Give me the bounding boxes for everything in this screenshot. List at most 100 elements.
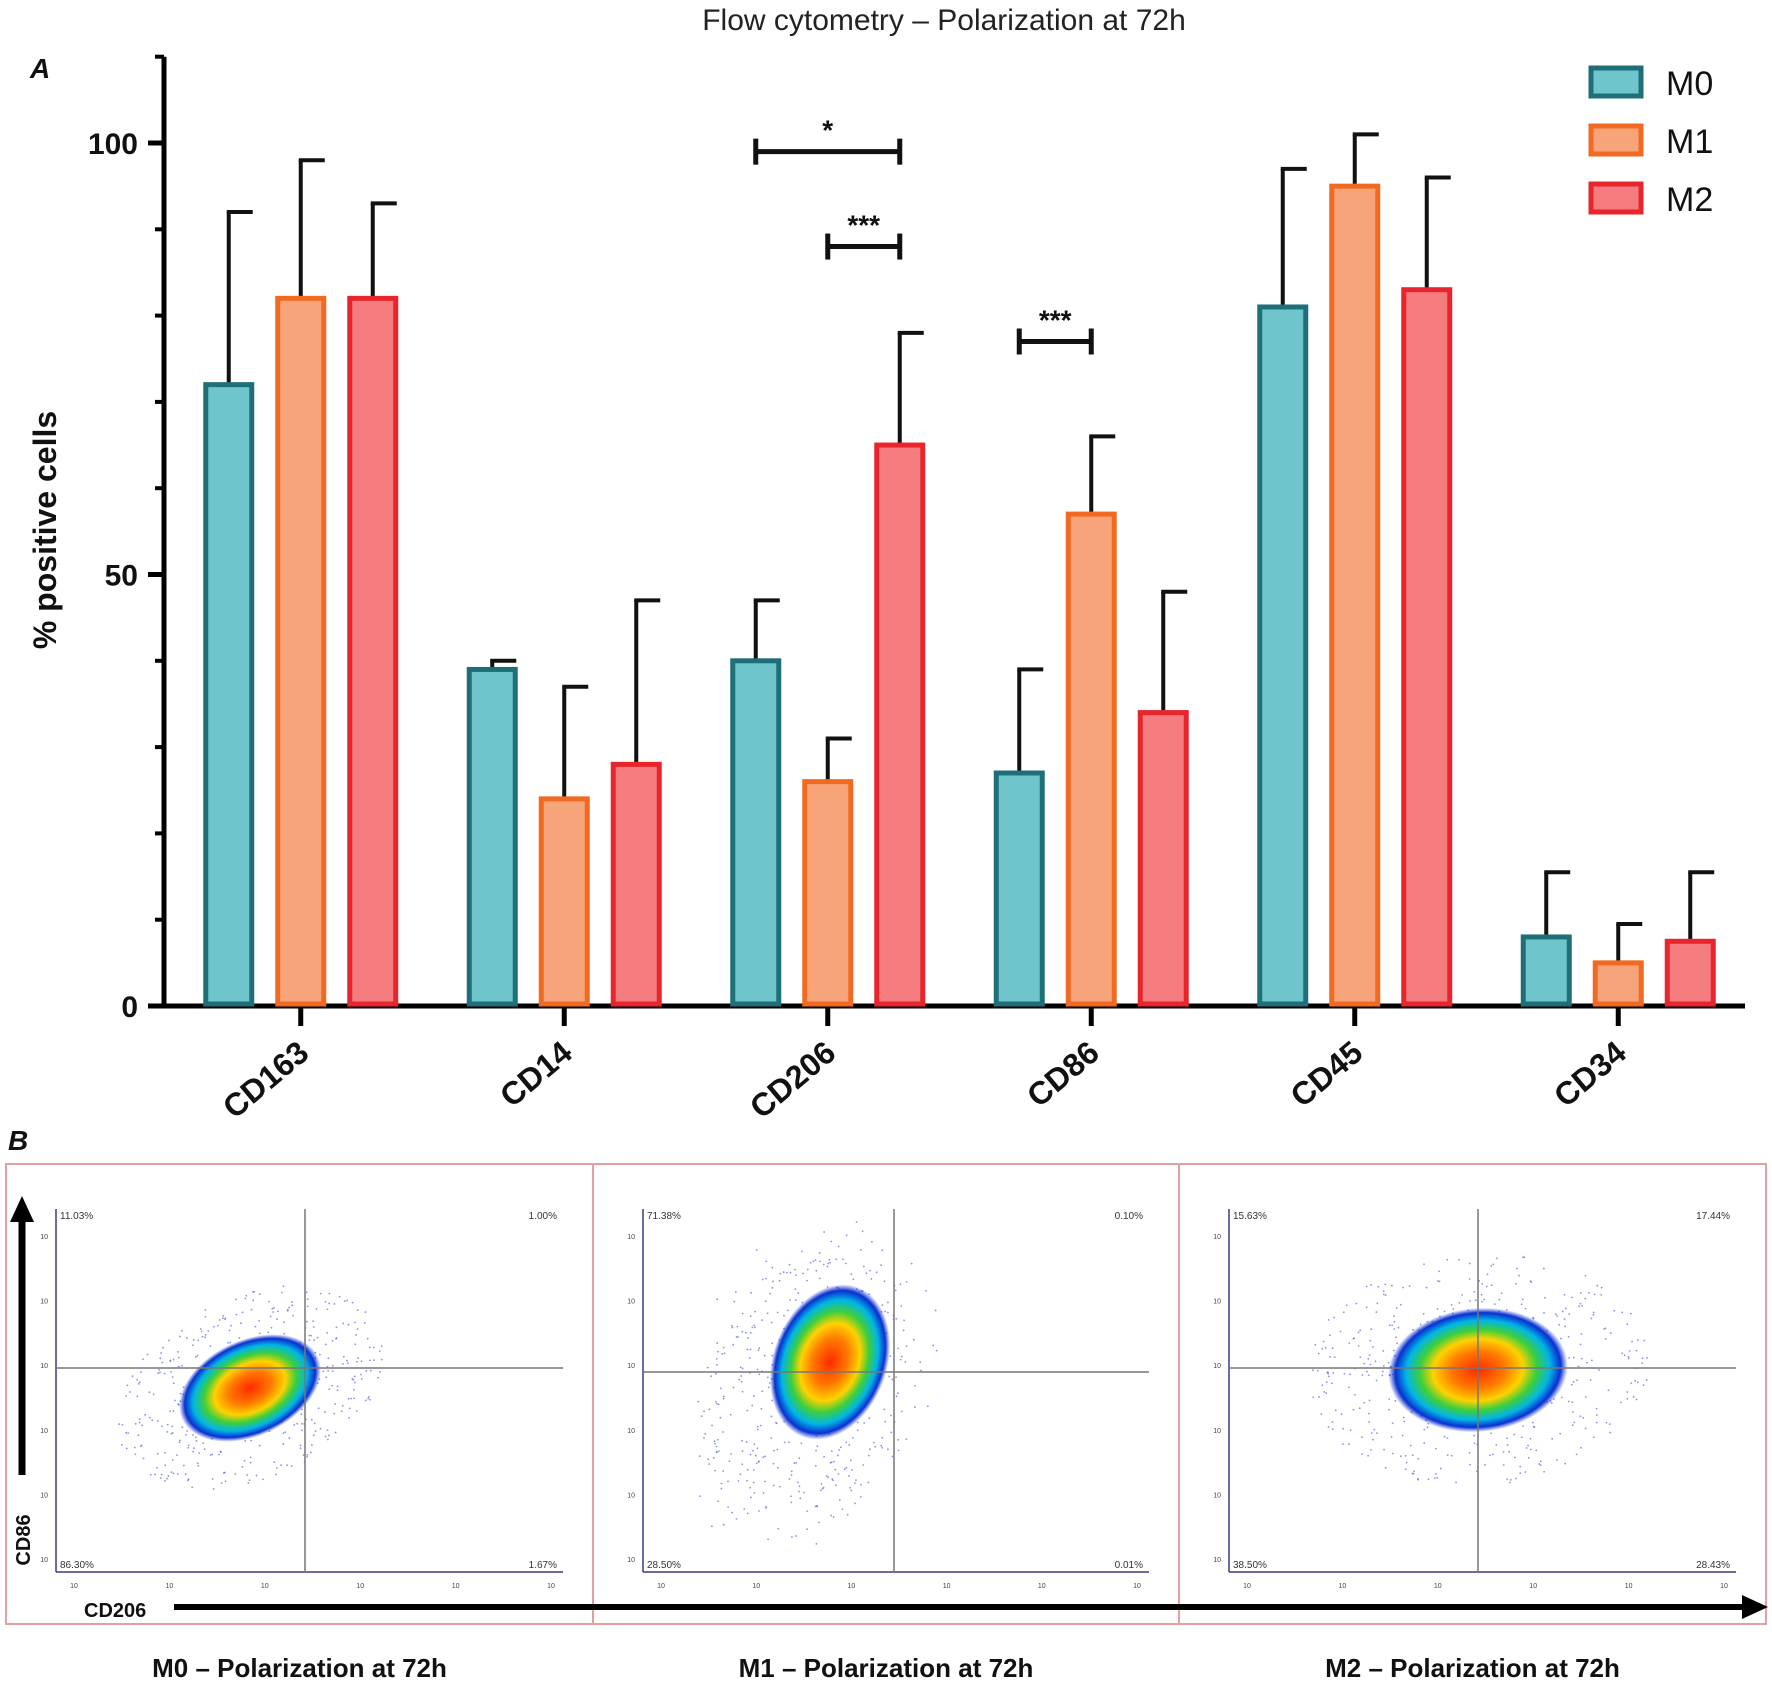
bar-CD163-M2 bbox=[347, 295, 399, 1007]
event-dot bbox=[890, 1431, 893, 1434]
event-dot bbox=[752, 1395, 755, 1397]
event-dot bbox=[204, 1333, 207, 1336]
event-dot bbox=[764, 1455, 767, 1458]
event-dot bbox=[218, 1453, 220, 1456]
event-dot bbox=[1580, 1333, 1583, 1335]
event-dot bbox=[1506, 1478, 1509, 1481]
tick-mark: 10 bbox=[1213, 1363, 1221, 1370]
event-dot bbox=[269, 1315, 272, 1318]
event-dot bbox=[837, 1473, 840, 1475]
event-dot bbox=[703, 1437, 705, 1439]
event-dot bbox=[199, 1328, 202, 1330]
event-dot bbox=[738, 1378, 741, 1381]
event-dot bbox=[1595, 1414, 1598, 1416]
event-dot bbox=[159, 1357, 162, 1359]
tick-mark: 10 bbox=[848, 1583, 856, 1590]
quadrant-lower-right: 1.67% bbox=[529, 1560, 557, 1571]
event-dot bbox=[325, 1376, 328, 1379]
event-dot bbox=[327, 1438, 329, 1441]
event-dot bbox=[829, 1261, 832, 1264]
density-cluster bbox=[179, 1334, 321, 1442]
event-dot bbox=[223, 1471, 226, 1474]
event-dot bbox=[753, 1492, 756, 1494]
event-dot bbox=[372, 1346, 375, 1349]
event-dot bbox=[753, 1324, 756, 1327]
event-dot bbox=[164, 1479, 166, 1482]
event-dot bbox=[308, 1334, 311, 1337]
event-dot bbox=[1568, 1357, 1571, 1359]
event-dot bbox=[755, 1462, 758, 1465]
event-dot bbox=[1595, 1421, 1598, 1424]
event-dot bbox=[182, 1464, 185, 1467]
event-dot bbox=[1525, 1447, 1528, 1449]
legend-swatch bbox=[1588, 123, 1644, 157]
event-dot bbox=[1509, 1481, 1511, 1484]
event-dot bbox=[1365, 1306, 1368, 1309]
event-dot bbox=[751, 1326, 754, 1329]
event-dot bbox=[326, 1332, 329, 1334]
event-dot bbox=[778, 1279, 781, 1282]
event-dot bbox=[1533, 1426, 1536, 1429]
event-dot bbox=[306, 1456, 309, 1458]
event-dot bbox=[838, 1449, 841, 1451]
x-tick-label: CD206 bbox=[743, 1034, 842, 1126]
event-dot bbox=[254, 1325, 257, 1328]
event-dot bbox=[776, 1448, 779, 1451]
event-dot bbox=[1329, 1334, 1331, 1337]
tick-mark: 10 bbox=[166, 1583, 174, 1590]
event-dot bbox=[1527, 1444, 1529, 1447]
event-dot bbox=[736, 1336, 739, 1338]
event-dot bbox=[720, 1487, 723, 1490]
event-dot bbox=[1370, 1448, 1372, 1451]
event-dot bbox=[1621, 1311, 1624, 1314]
event-dot bbox=[806, 1279, 808, 1282]
event-dot bbox=[286, 1464, 288, 1466]
event-dot bbox=[1603, 1328, 1606, 1330]
event-dot bbox=[1600, 1293, 1603, 1296]
event-dot bbox=[1327, 1373, 1330, 1375]
event-dot bbox=[806, 1528, 808, 1531]
event-dot bbox=[745, 1441, 748, 1443]
event-dot bbox=[782, 1271, 785, 1273]
event-dot bbox=[1556, 1315, 1558, 1317]
event-dot bbox=[177, 1356, 180, 1359]
event-dot bbox=[227, 1342, 230, 1344]
event-dot bbox=[1320, 1412, 1323, 1415]
event-dot bbox=[1595, 1407, 1598, 1410]
event-dot bbox=[806, 1268, 809, 1271]
event-dot bbox=[920, 1369, 922, 1372]
plot-caption-0: M0 – Polarization at 72h bbox=[152, 1653, 447, 1683]
event-dot bbox=[896, 1392, 899, 1395]
event-dot bbox=[874, 1445, 877, 1448]
event-dot bbox=[837, 1245, 840, 1248]
event-dot bbox=[759, 1424, 762, 1427]
event-dot bbox=[1361, 1374, 1364, 1376]
event-dot bbox=[785, 1271, 788, 1274]
event-dot bbox=[1558, 1323, 1561, 1326]
event-dot bbox=[1582, 1416, 1585, 1419]
event-dot bbox=[801, 1250, 803, 1253]
event-dot bbox=[258, 1444, 261, 1447]
event-dot bbox=[1377, 1285, 1380, 1288]
event-dot bbox=[1370, 1284, 1373, 1286]
event-dot bbox=[314, 1430, 317, 1433]
tick-mark: 10 bbox=[1213, 1234, 1221, 1241]
event-dot bbox=[1348, 1443, 1350, 1446]
event-dot bbox=[800, 1442, 803, 1445]
event-dot bbox=[1538, 1463, 1541, 1465]
event-dot bbox=[1325, 1381, 1328, 1383]
event-dot bbox=[1311, 1369, 1314, 1372]
event-dot bbox=[152, 1393, 155, 1396]
event-dot bbox=[341, 1404, 344, 1407]
event-dot bbox=[355, 1334, 358, 1336]
event-dot bbox=[1619, 1401, 1622, 1404]
event-dot bbox=[1480, 1300, 1483, 1303]
event-dot bbox=[704, 1432, 707, 1435]
event-dot bbox=[1590, 1359, 1593, 1362]
event-dot bbox=[192, 1339, 195, 1341]
density-plot-1: 10 10 10 10 10 10 10 10 10 10 10 10 71.38% 0.10% 28.50… bbox=[592, 1163, 1180, 1683]
event-dot bbox=[855, 1221, 858, 1224]
bar-CD34-M1 bbox=[1592, 960, 1644, 1007]
event-dot bbox=[241, 1465, 244, 1468]
event-dot bbox=[192, 1434, 194, 1436]
